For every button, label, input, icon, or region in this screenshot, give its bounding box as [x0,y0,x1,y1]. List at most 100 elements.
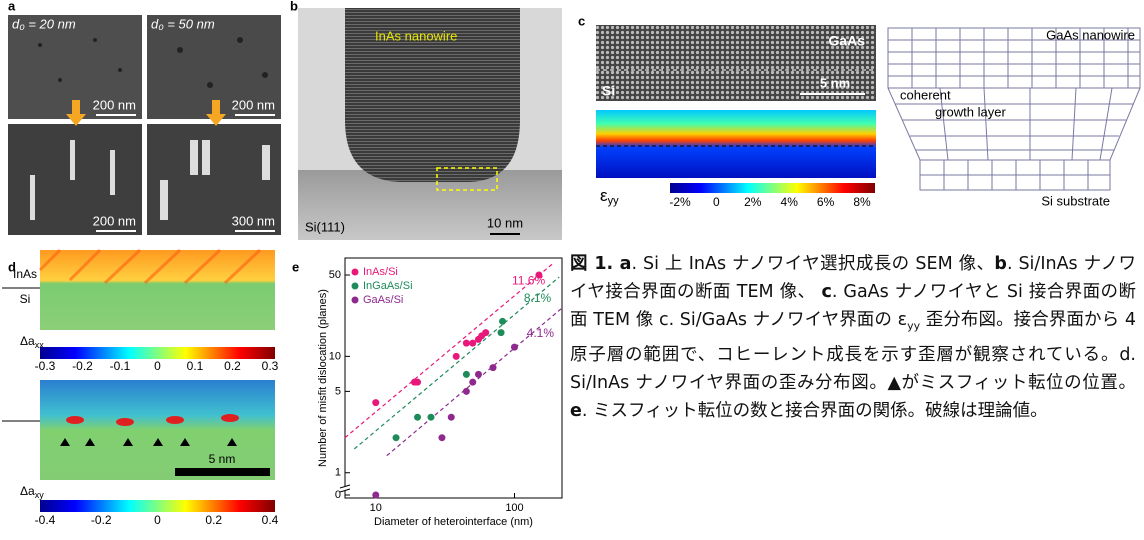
colorbar-label: Δa [20,484,35,498]
colorbar-label: Δaxy [20,484,44,500]
caption-text: yy [907,320,920,333]
colorbar-tick: 0.2 [224,359,241,373]
map-label: InAs [13,267,37,281]
point [438,434,445,441]
colorbar [670,183,875,193]
y-tick-label: 10 [329,350,341,362]
point [511,344,518,351]
point [475,371,482,378]
scale-label: 200 nm [93,97,136,112]
point [469,379,476,386]
colorbar-tick: 2% [744,195,762,209]
legend-label: InAs/Si [363,266,398,278]
colorbar-tick: -0.2 [72,359,93,373]
panel-label: a [8,0,16,13]
panel-label: c [578,13,585,28]
diagram-label: GaAs nanowire [1046,27,1135,42]
image-label: d₀ = 20 nm [12,16,76,31]
colorbar-tick: 8% [853,195,871,209]
y-tick-label: 50 [329,269,341,281]
colorbar-tick: -0.2 [91,513,112,527]
theory-label: 8.1% [524,291,552,305]
scale-label: 5 nm [209,452,236,466]
point [453,353,460,360]
colorbar-tick: -0.1 [110,359,131,373]
y-tick-label: 1 [335,467,341,479]
image-label: Si [602,83,615,99]
point [463,388,470,395]
colorbar-tick: 4% [781,195,799,209]
caption-text: e [570,401,582,421]
colorbar-tick: 0.2 [205,513,222,527]
point [393,434,400,441]
caption-text: b [994,254,1007,274]
page: a d₀ = 20 nm d₀ = 50 nm 200 nm 200 nm 200 … [0,0,1144,536]
x-tick-label: 100 [505,502,523,514]
point [414,379,421,386]
colorbar-tick: 0 [713,195,720,209]
diagram-label: growth layer [935,104,1006,119]
theory-label: 4.1% [527,326,555,340]
caption-text: c [821,282,831,302]
colorbar [40,347,275,359]
strain-map [40,380,275,480]
point [427,414,434,421]
strain-map [40,250,275,330]
point [498,329,505,336]
x-tick-label: 10 [370,502,382,514]
panel-label: b [290,0,298,13]
scale-label: 200 nm [93,213,136,228]
point [490,364,497,371]
point [482,329,489,336]
y-axis-label: Number of misfit dislocation (planes) [317,289,329,467]
image-label: InAs nanowire [375,28,457,43]
colorbar-sub: yy [608,195,620,207]
point [463,371,470,378]
legend-label: GaAs/Si [363,294,403,306]
colorbar-tick: 0.1 [187,359,204,373]
legend-marker [352,269,359,276]
caption-text: 図 1. a [570,254,631,274]
caption: 図 1. a. Si 上 InAs ナノワイヤ選択成長の SEM 像、b. Si… [570,250,1136,425]
point [372,399,379,406]
point [535,272,542,279]
point [448,414,455,421]
colorbar-tick: 0 [154,513,161,527]
colorbar-tick: 0.4 [262,513,279,527]
image-label: Si(111) [305,219,345,234]
lattice-diagram [888,28,1140,190]
scale-label: 10 nm [487,215,523,230]
scale-bar [175,468,270,476]
diagram-label: Si substrate [1041,193,1110,208]
colorbar-tick: 6% [817,195,835,209]
diagram-label: coherent [900,87,951,102]
legend-label: InGaAs/Si [363,280,413,292]
scale-label: 300 nm [232,213,275,228]
colorbar-sub: xy [35,490,45,500]
colorbar-label: εyy [600,186,619,206]
colorbar [40,500,275,512]
colorbar-label: Δa [20,334,35,348]
y-tick-label: 5 [335,385,341,397]
scale-label: 5 nm [820,75,850,90]
map-label: Si [20,292,31,306]
colorbar-tick: 0 [154,359,161,373]
colorbar-tick: -0.4 [35,513,56,527]
caption-text: . ミスフィット転位の数と接合界面の関係。破線は理論値。 [582,401,1048,421]
x-axis-label: Diameter of heterointerface (nm) [374,516,533,528]
scale-label: 200 nm [232,97,275,112]
colorbar-tick: 0.3 [262,359,279,373]
point [372,492,379,499]
strain-map [596,110,876,178]
y-tick-label: 0 [335,489,341,501]
point [463,340,470,347]
image-label: d₀ = 50 nm [151,16,215,31]
legend-marker [352,297,359,304]
colorbar-tick: -0.3 [35,359,56,373]
legend-marker [352,283,359,290]
point [469,340,476,347]
point [414,414,421,421]
colorbar-tick: -2% [669,195,691,209]
point [499,318,506,325]
caption-text: . Si 上 InAs ナノワイヤ選択成長の SEM 像、 [631,254,994,274]
